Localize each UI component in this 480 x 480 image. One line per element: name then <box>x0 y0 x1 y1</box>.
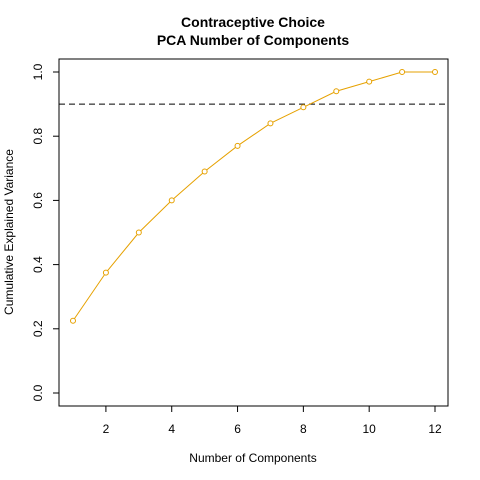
x-tick-label: 2 <box>103 422 110 436</box>
data-point <box>366 78 373 85</box>
y-tick-label: 0.2 <box>31 320 45 337</box>
x-tick-label: 12 <box>428 422 442 436</box>
x-tick-label: 4 <box>168 422 175 436</box>
x-axis-label: Number of Components <box>189 451 316 465</box>
data-point <box>399 69 406 75</box>
series-line <box>72 71 435 322</box>
data-point <box>168 197 175 204</box>
y-tick-label: 1.0 <box>31 63 45 80</box>
data-point <box>201 168 208 175</box>
data-point <box>135 229 142 236</box>
data-point <box>333 88 340 95</box>
x-tick-label: 8 <box>300 422 307 436</box>
data-point <box>432 69 438 75</box>
x-tick-label: 6 <box>234 422 241 436</box>
data-point <box>70 317 76 324</box>
data-point <box>102 269 109 276</box>
data-point <box>234 142 241 149</box>
y-tick-label: 0.8 <box>31 128 45 145</box>
y-axis: 0.0 0.2 0.4 0.6 0.8 1.0 <box>31 63 59 401</box>
x-tick-label: 10 <box>363 422 377 436</box>
data-points <box>70 69 438 324</box>
y-axis-label: Cumulative Explained Variance <box>2 149 16 315</box>
data-point <box>267 120 274 127</box>
y-tick-label: 0.6 <box>31 192 45 209</box>
chart-title: Contraceptive Choice <box>181 14 325 30</box>
plot-frame <box>58 58 449 407</box>
y-tick-label: 0.4 <box>31 256 45 273</box>
chart-subtitle: PCA Number of Components <box>157 32 350 48</box>
y-tick-label: 0.0 <box>31 384 45 401</box>
x-axis: 2 4 6 8 10 12 <box>103 406 442 436</box>
data-point <box>300 104 307 111</box>
